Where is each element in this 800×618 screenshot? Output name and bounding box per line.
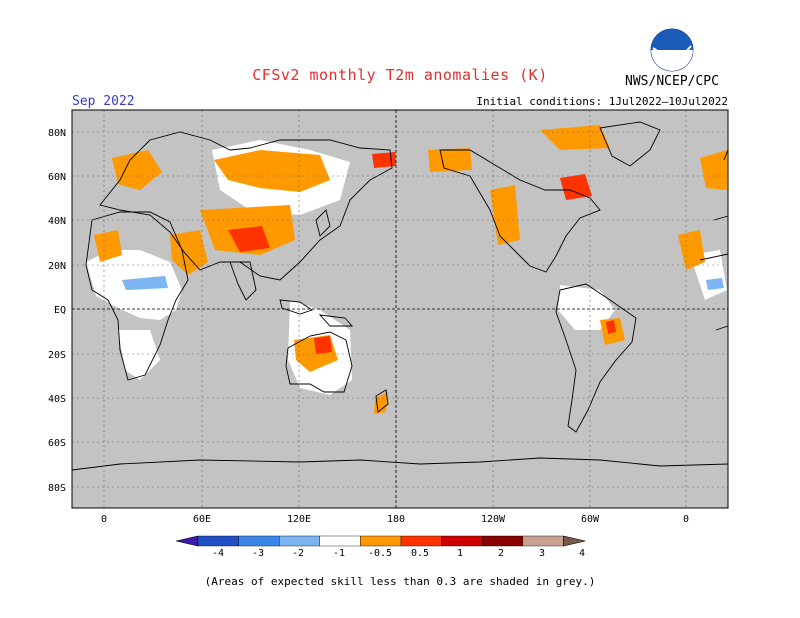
- map-title: CFSv2 monthly T2m anomalies (K): [252, 66, 548, 84]
- colorbar: -4 -3 -2 -1 -0.5 0.5 1 2 3 4: [175, 535, 586, 559]
- lon-label: 120W: [481, 514, 506, 525]
- colorbar-label: 4: [579, 548, 585, 559]
- lat-label: 60S: [48, 438, 66, 449]
- equator-dateline: [72, 110, 728, 508]
- colorbar-label: -2: [292, 548, 304, 559]
- colorbar-label: -0.5: [368, 548, 392, 559]
- lon-label: 180: [387, 514, 405, 525]
- warm-anomaly-areas: [94, 125, 727, 414]
- cool-anomaly-areas: [122, 276, 724, 290]
- lon-label: 60W: [581, 514, 600, 525]
- colorbar-label: -1: [333, 548, 345, 559]
- lat-label: 80S: [48, 483, 66, 494]
- lat-label: 40N: [48, 216, 66, 227]
- forecast-month: Sep 2022: [72, 94, 135, 109]
- lon-label: 120E: [287, 514, 311, 525]
- colorbar-box: [400, 535, 442, 547]
- colorbar-label: 0.5: [411, 548, 429, 559]
- colorbar-label: 3: [539, 548, 545, 559]
- lat-label: 80N: [48, 128, 66, 139]
- colorbar-arrow-high: [563, 535, 586, 547]
- agency-label: NWS/NCEP/CPC: [625, 74, 719, 89]
- colorbar-label: -3: [252, 548, 264, 559]
- colorbar-box: [238, 535, 280, 547]
- lon-label: 0: [101, 514, 107, 525]
- colorbar-box: [360, 535, 402, 547]
- lat-label: 20N: [48, 261, 66, 272]
- colorbar-box: [482, 535, 524, 547]
- colorbar-label: 2: [498, 548, 504, 559]
- anomaly-map: 80N 60N 40N 20N EQ 20S 40S 60S 80S 0 60E…: [48, 109, 729, 525]
- lat-label: 40S: [48, 394, 66, 405]
- lon-label: 0: [683, 514, 689, 525]
- longitude-labels: 0 60E 120E 180 120W 60W 0: [101, 514, 689, 525]
- colorbar-label: -4: [212, 548, 224, 559]
- colorbar-arrow-low: [175, 535, 199, 547]
- colorbar-box: [441, 535, 483, 547]
- colorbar-box: [319, 535, 361, 547]
- colorbar-box: [522, 535, 564, 547]
- noaa-logo-icon: [650, 28, 694, 72]
- map-frame: [71, 109, 729, 509]
- colorbar-box: [197, 535, 239, 547]
- colorbar-labels: -4 -3 -2 -1 -0.5 0.5 1 2 3 4: [212, 548, 585, 559]
- latitude-labels: 80N 60N 40N 20N EQ 20S 40S 60S 80S: [48, 128, 66, 494]
- colorbar-label: 1: [457, 548, 463, 559]
- coastlines: [71, 121, 729, 471]
- lat-label: EQ: [54, 305, 66, 316]
- strong-warm-anomaly-areas: [228, 152, 616, 354]
- lon-label: 60E: [193, 514, 211, 525]
- initial-conditions: Initial conditions: 1Jul2022–10Jul2022: [476, 95, 728, 108]
- skill-footnote: (Areas of expected skill less than 0.3 a…: [204, 575, 596, 588]
- lat-label: 60N: [48, 172, 66, 183]
- graticule: [72, 110, 728, 508]
- colorbar-box: [279, 535, 321, 547]
- lat-label: 20S: [48, 350, 66, 361]
- colorbar-boxes: [175, 535, 586, 547]
